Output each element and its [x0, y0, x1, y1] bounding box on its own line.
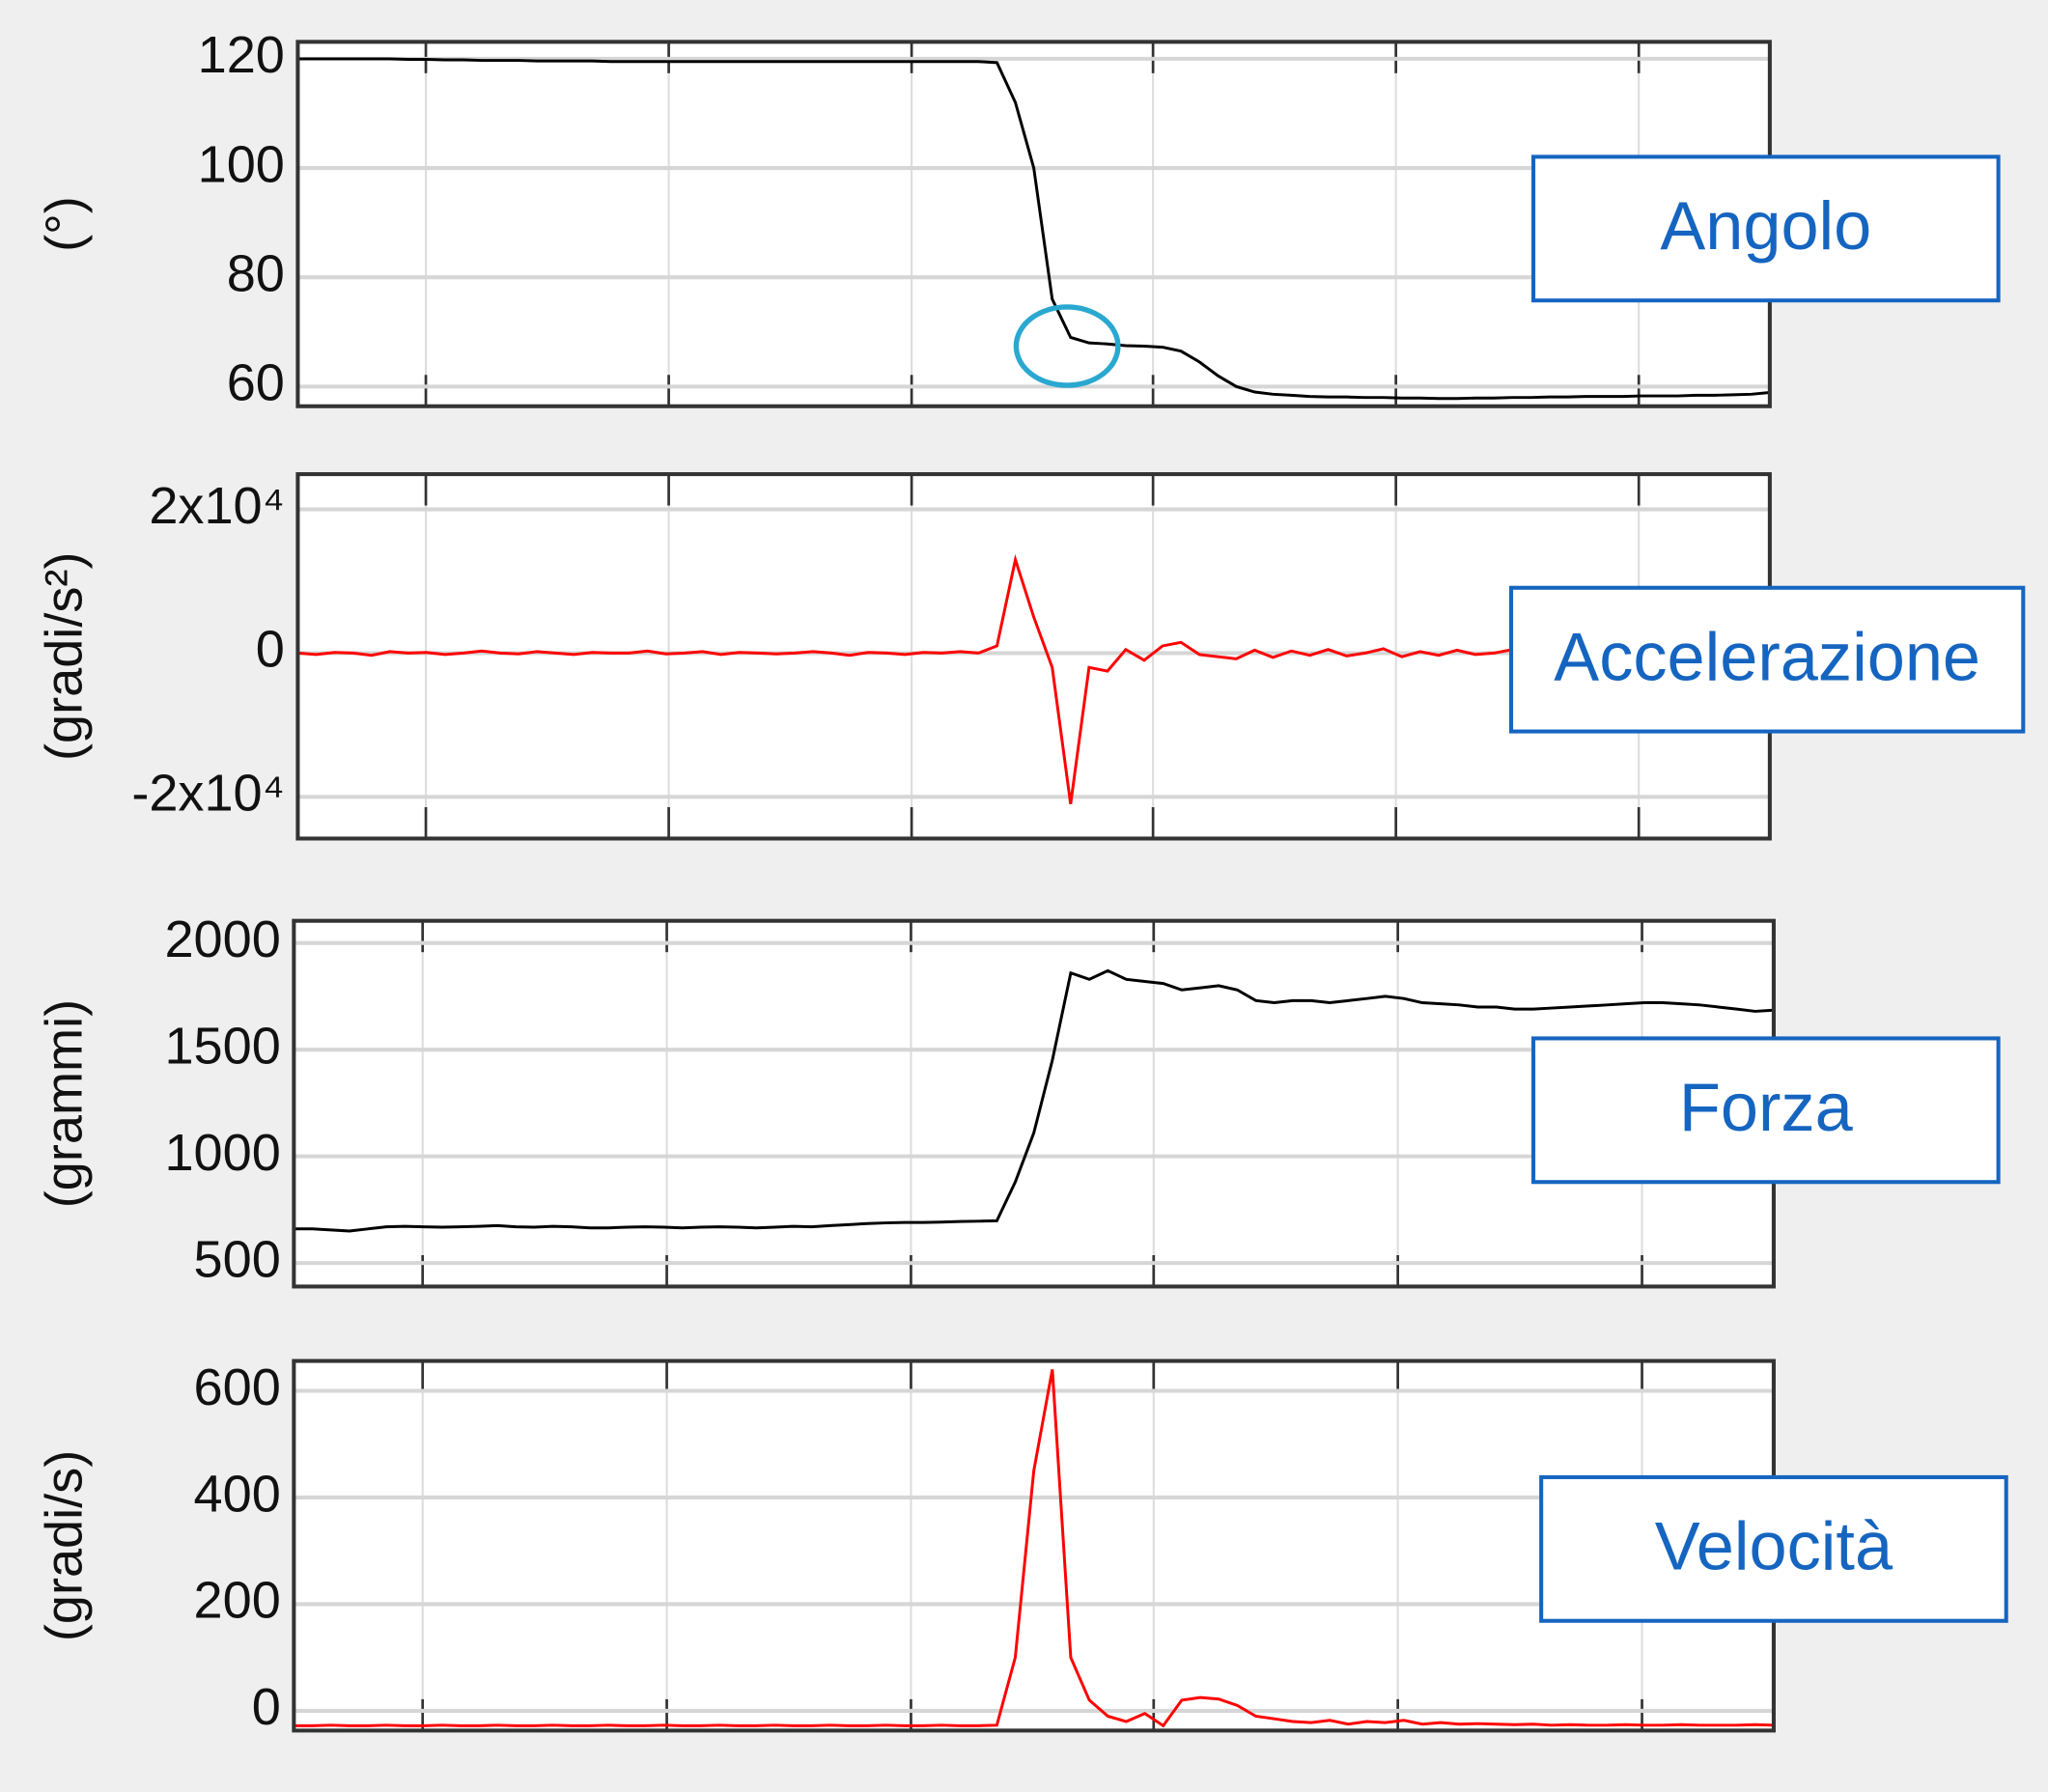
y-axis-label: (°): [36, 196, 94, 252]
annotation-box: [1509, 585, 2026, 734]
y-tick-label: 120: [198, 26, 285, 84]
annotation-box: [1539, 1474, 2008, 1623]
y-tick-label: 2x10⁴: [149, 477, 285, 535]
annotation-box: [1531, 1036, 2001, 1185]
y-tick-label: 80: [227, 245, 285, 303]
y-tick-label: 0: [256, 621, 285, 679]
annotation-box: [1531, 154, 2001, 303]
highlight-circle: [1013, 304, 1121, 388]
y-tick-label: 500: [194, 1230, 281, 1288]
y-tick-label: 100: [198, 135, 285, 193]
data-line: [294, 968, 1775, 1233]
plot-area: [297, 42, 1770, 406]
y-tick-label: 200: [194, 1572, 281, 1630]
y-tick-label: -2x10⁴: [131, 765, 285, 823]
y-tick-label: 60: [227, 354, 285, 412]
y-tick-label: 2000: [164, 910, 280, 968]
annotation-label: Accelerazione: [1554, 618, 1980, 694]
y-tick-label: 400: [194, 1465, 281, 1523]
data-line: [297, 57, 1771, 401]
y-axis-label: (gradi/s): [36, 1450, 94, 1641]
plot-area: [294, 1360, 1774, 1731]
y-tick-label: 1000: [164, 1124, 280, 1182]
y-axis-label: (gradi/s²): [36, 552, 94, 761]
annotation-label: Velocità: [1655, 1508, 1894, 1584]
y-axis-label: (grammi): [36, 999, 94, 1208]
annotation-label: Forza: [1679, 1069, 1854, 1145]
y-tick-label: 1500: [164, 1017, 280, 1075]
annotation-label: Angolo: [1660, 187, 1871, 264]
y-tick-label: 0: [252, 1678, 281, 1736]
data-line: [294, 1369, 1774, 1728]
y-tick-label: 600: [194, 1358, 281, 1416]
